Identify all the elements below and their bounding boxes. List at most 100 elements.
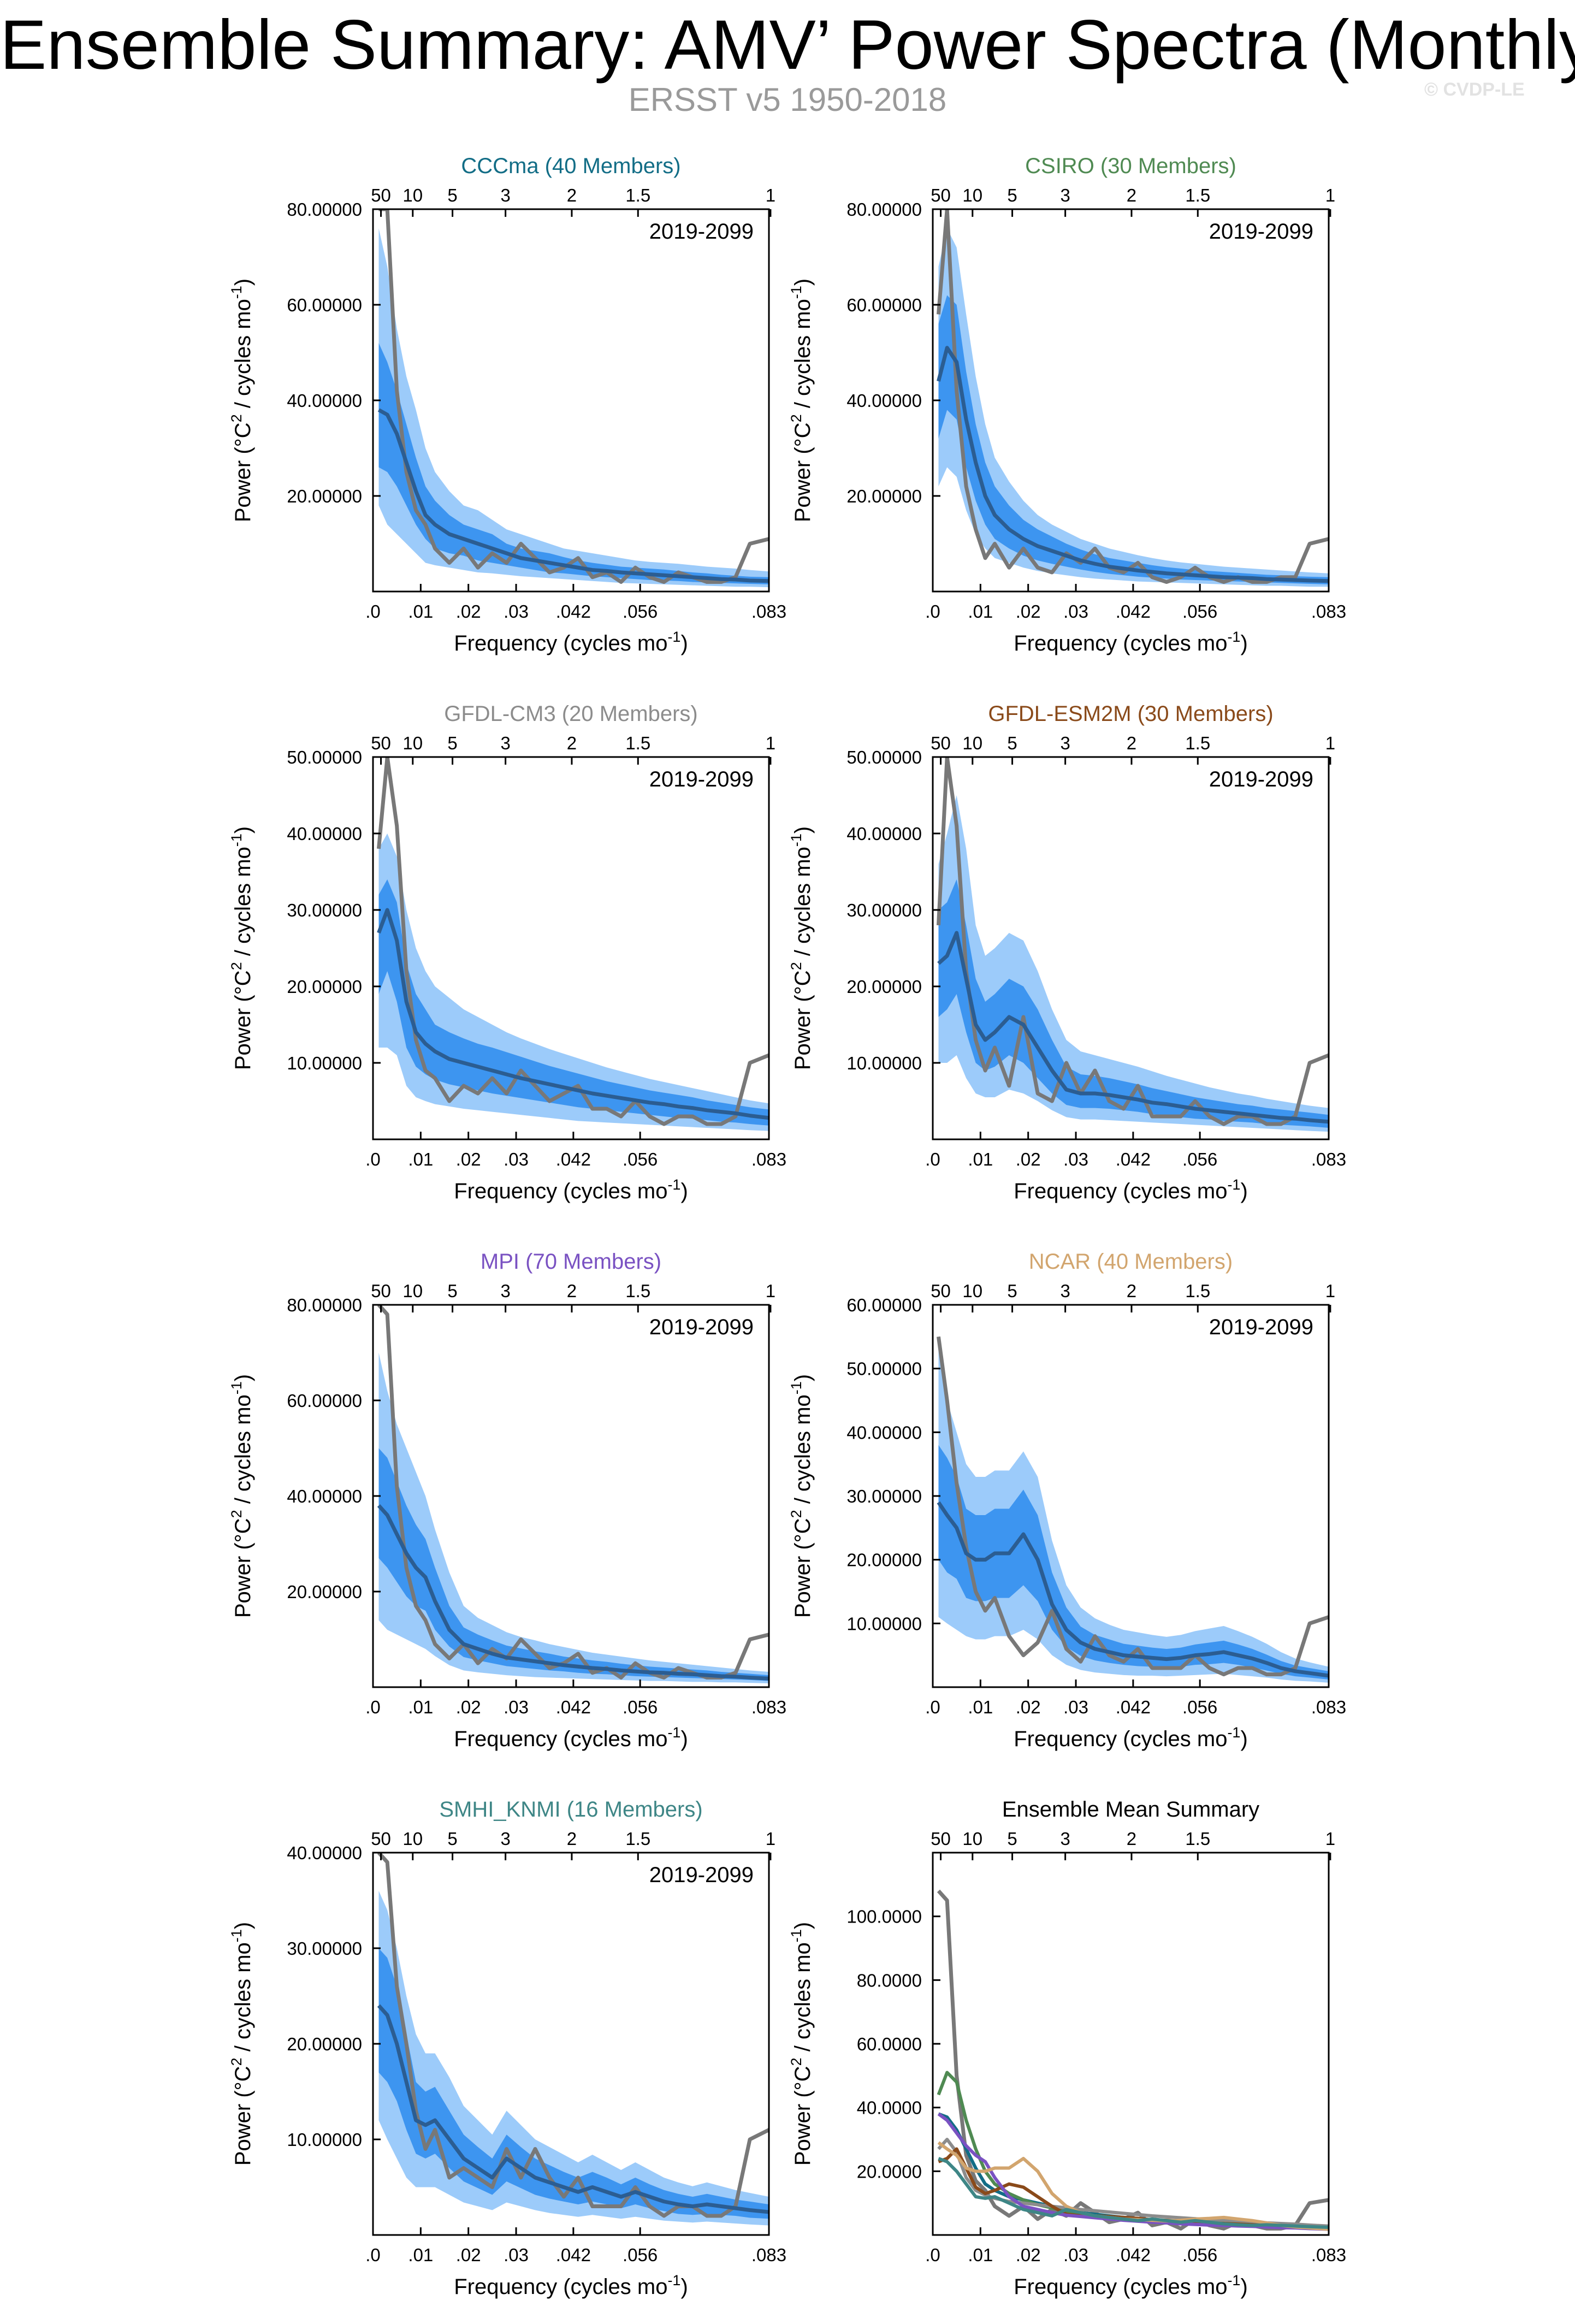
plot-area [377,1853,769,2226]
x-tick-label: .056 [623,1149,658,1169]
x-axis-label-sup: -1 [1227,2272,1240,2288]
copyright-text: © CVDP-LE [1424,79,1525,100]
y-axis-label-sup: -1 [228,1929,245,1942]
x-axis-label-text: Frequency (cycles mo [1014,1179,1227,1203]
chart-panel-4: .0 .01 .02 .03 .042 .056 .083 50 10 5 3 2 1.5 1 10.000… [788,702,1346,1203]
x-axis-label-sup: -1 [667,2272,680,2288]
x-tick-label: .083 [751,1149,786,1169]
chart-title: NCAR (40 Members) [1029,1250,1233,1274]
y-tick-label: 30.00000 [846,1486,922,1506]
top-tick-label: 50 [371,1829,391,1849]
inner-range-band [938,879,1329,1128]
y-tick-label: 10.00000 [287,1053,362,1073]
y-tick-label: 40.00000 [287,824,362,844]
observed-spectrum-line [376,757,769,1126]
x-axis-label-sup: -1 [1227,1176,1240,1193]
chart-title: CSIRO (30 Members) [1025,154,1236,178]
chart-panel-7: .0 .01 .02 .03 .042 .056 .083 50 10 5 3 2 1.5 1 10.000… [228,1797,786,2299]
ensemble-mean-line [937,1501,1329,1678]
top-tick-label: 3 [500,1281,510,1301]
top-tick-label: 1.5 [625,1281,650,1301]
outer-range-band [378,1891,769,2226]
x-tick-label: .083 [751,2245,786,2265]
observed-spectrum-line [936,757,1329,1126]
top-tick-label: 2 [1127,1829,1136,1849]
top-tick-label: 3 [1060,733,1070,753]
top-tick-label: 5 [1007,1829,1017,1849]
top-tick-label: 1 [1325,1281,1335,1301]
y-axis-label-sup2: 2 [228,414,245,422]
y-axis-label-sup: -1 [228,286,245,299]
y-tick-label: 60.00000 [287,295,362,315]
chart-title: CCCma (40 Members) [461,154,680,178]
top-tick-label: 2 [567,185,577,205]
y-axis-label-text: Power (°C [791,2066,815,2166]
y-tick-label: 40.00000 [846,391,922,411]
top-tick-label: 1.5 [1185,185,1210,205]
top-tick-label: 1 [766,733,775,753]
y-tick-label: 20.0000 [857,2161,922,2181]
chart-title: GFDL-CM3 (20 Members) [444,702,698,726]
x-tick-label: .042 [1116,601,1151,622]
x-tick-label: .056 [1182,601,1217,622]
top-tick-label: 1.5 [1185,1829,1210,1849]
top-tick-label: 1 [766,185,775,205]
top-tick-label: 3 [500,733,510,753]
y-axis-label-text: Power (°C [231,970,255,1070]
chart-panel-2: .0 .01 .02 .03 .042 .056 .083 50 10 5 3 2 1.5 1 20.000… [788,154,1346,655]
y-axis-label-sup: -1 [228,833,245,847]
series-line-mpi [937,2112,1329,2231]
top-tick-label: 2 [567,1829,577,1849]
y-tick-label: 30.00000 [287,1938,362,1959]
period-label: 2019-2099 [1209,1315,1313,1339]
y-axis-label: Power (°C2 / cycles mo-1) [788,826,815,1070]
y-tick-label: 60.00000 [846,1295,922,1315]
y-axis-label-sup2: 2 [228,2057,245,2066]
plot-area [377,1305,769,1683]
y-tick-label: 50.00000 [846,1359,922,1379]
x-tick-label: .02 [1016,1697,1041,1717]
y-axis-label-sup: -1 [788,286,804,299]
top-tick-label: 1.5 [1185,733,1210,753]
y-tick-label: 20.00000 [846,1550,922,1570]
y-axis-label-mid: / cycles mo [231,299,255,414]
x-tick-label: .0 [365,2245,381,2265]
x-axis-label-sup: -1 [667,1176,680,1193]
x-axis-label-text: Frequency (cycles mo [1014,2275,1227,2299]
outer-range-band [378,228,769,588]
y-tick-label: 20.00000 [287,1582,362,1602]
x-axis-label-text: Frequency (cycles mo [454,1179,667,1203]
x-axis-label-sup: -1 [667,1724,680,1741]
x-tick-label: .042 [1116,2245,1151,2265]
chart-panel-1: .0 .01 .02 .03 .042 .056 .083 50 10 5 3 2 1.5 1 20.000… [228,154,786,655]
y-tick-label: 80.0000 [857,1970,922,1990]
top-tick-label: 5 [1007,1281,1017,1301]
x-tick-label: .02 [456,1697,481,1717]
y-axis-label-text: Power (°C [231,2066,255,2166]
y-axis-label-mid: / cycles mo [791,299,815,414]
top-tick-label: 3 [1060,1281,1070,1301]
y-axis-label-sup2: 2 [788,2057,804,2066]
x-axis-label-end: ) [680,631,688,655]
plot-area [936,209,1329,587]
top-tick-label: 10 [962,185,982,205]
ensemble-mean-line [377,908,769,1120]
top-tick-label: 5 [447,733,457,753]
period-label: 2019-2099 [1209,220,1313,244]
y-tick-label: 50.00000 [846,747,922,767]
top-tick-label: 5 [447,1829,457,1849]
y-tick-label: 20.00000 [287,2034,362,2054]
x-tick-label: .083 [751,1697,786,1717]
x-tick-label: .0 [925,2245,940,2265]
x-axis-label: Frequency (cycles mo-1) [1014,1176,1248,1203]
outer-range-band [938,795,1329,1132]
top-tick-label: 1 [1325,733,1335,753]
x-axis-label: Frequency (cycles mo-1) [454,2272,688,2299]
top-tick-label: 5 [1007,185,1017,205]
chart-title: GFDL-ESM2M (30 Members) [988,702,1273,726]
y-axis-label-text: Power (°C [231,422,255,522]
y-axis-label: Power (°C2 / cycles mo-1) [788,1374,815,1618]
period-label: 2019-2099 [649,220,754,244]
chart-title: SMHI_KNMI (16 Members) [439,1797,702,1822]
x-tick-label: .056 [1182,1697,1217,1717]
